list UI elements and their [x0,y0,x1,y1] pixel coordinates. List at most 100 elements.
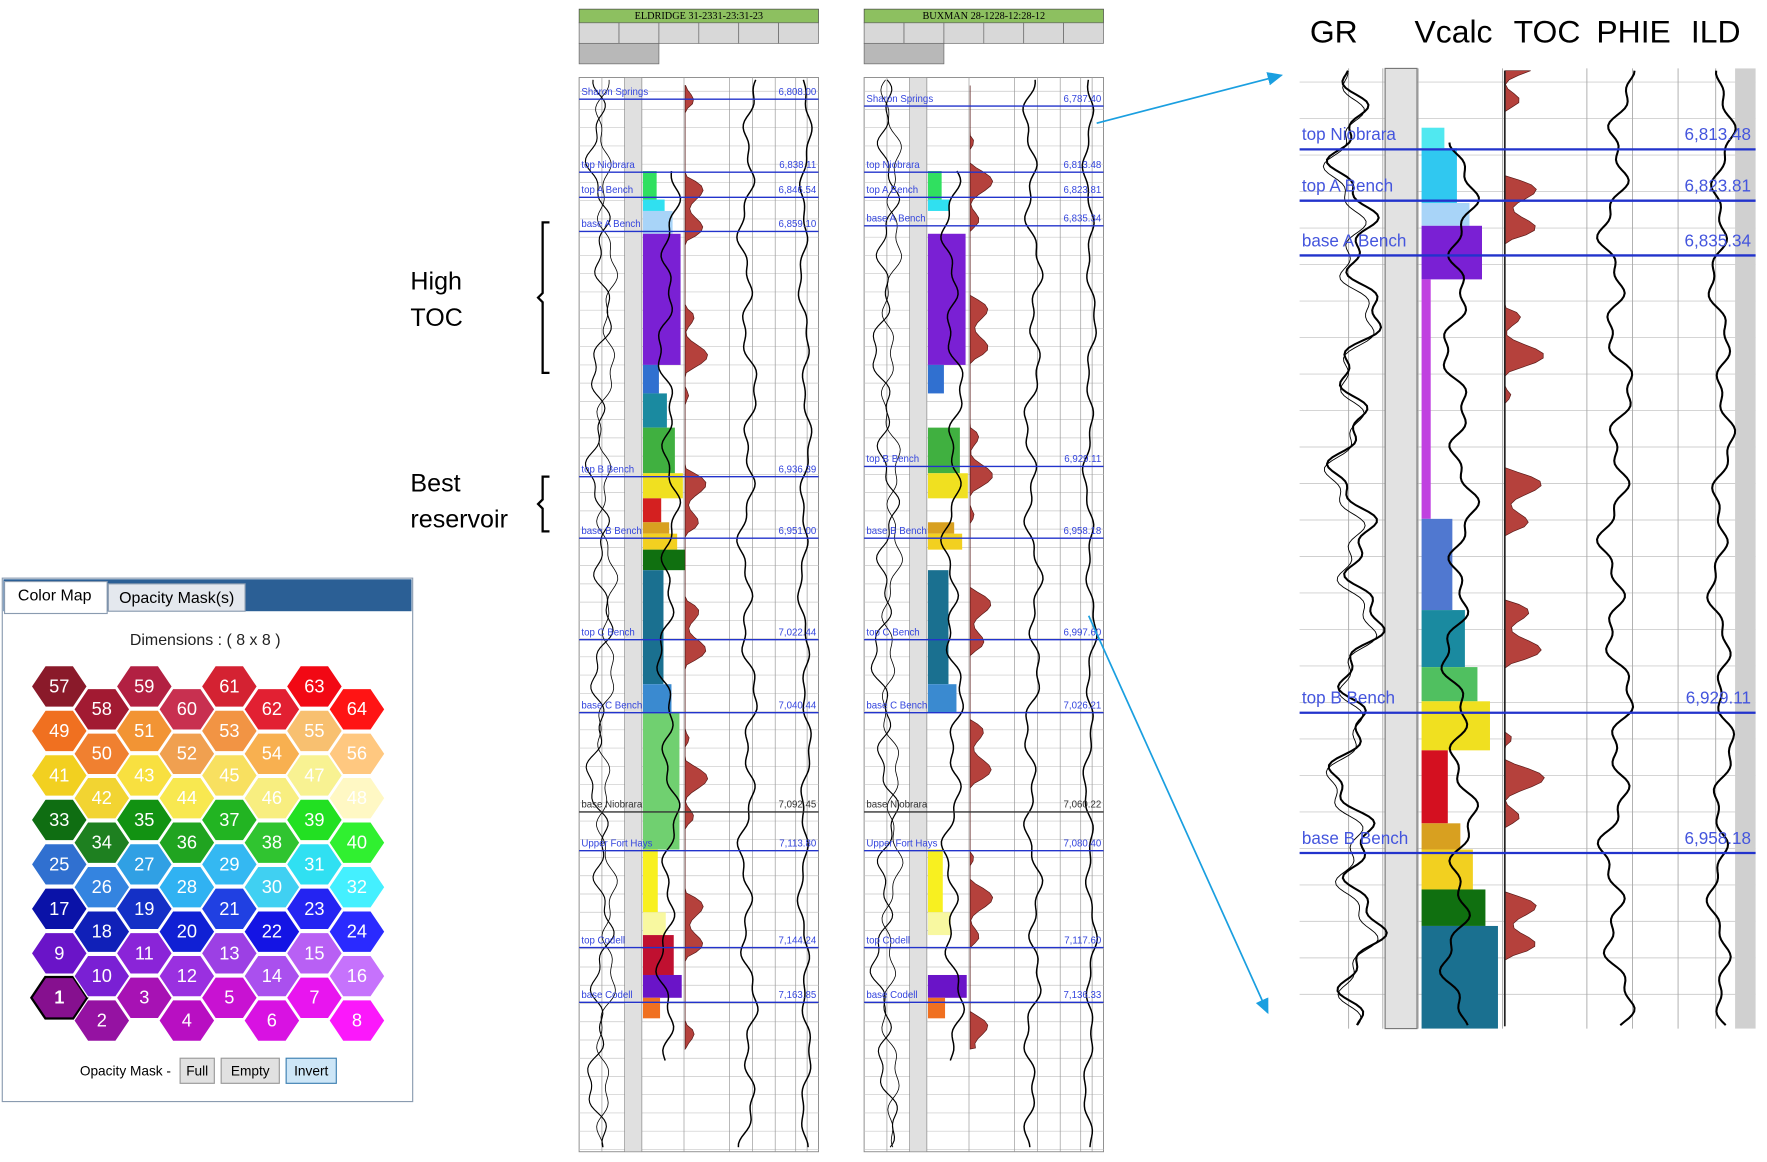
hex-cell[interactable] [115,976,173,1020]
top-name: base A Bench [866,214,925,225]
hex-cell[interactable] [30,843,88,886]
button[interactable] [220,1057,280,1084]
tab-active[interactable] [3,581,108,615]
facies-block [1421,148,1457,203]
hex-cell[interactable] [158,776,216,820]
hex-cell[interactable] [243,954,301,998]
button[interactable] [179,1057,215,1084]
hex-cell[interactable] [30,931,88,975]
hex-cell[interactable] [158,999,216,1042]
hex-label: 51 [134,720,154,741]
annotation: reservoir [410,506,508,534]
hex-cell[interactable] [243,776,301,820]
hex-cell[interactable] [328,821,386,865]
tab-inactive[interactable] [107,583,246,612]
hex-cell[interactable] [200,798,258,842]
hex-cell[interactable] [73,999,131,1042]
top-name: top Codell [581,935,625,946]
hex-cell[interactable] [29,975,89,1020]
track-header: Vcalc [1414,14,1492,50]
facies-block [642,210,673,234]
hex-cell[interactable] [200,887,258,931]
hex-label: 24 [347,921,367,942]
hex-cell[interactable] [30,798,88,842]
hex-cell[interactable] [115,843,173,886]
hex-cell[interactable] [73,687,131,731]
hex-label: 31 [304,853,324,874]
button-label[interactable]: Empty [231,1064,270,1079]
hex-cell[interactable] [200,665,258,708]
hex-cell[interactable] [158,687,216,731]
hex-cell[interactable] [285,754,344,797]
log-curve [1438,142,1481,1026]
hex-cell[interactable] [285,709,344,753]
button[interactable] [285,1057,337,1084]
hex-cell[interactable] [30,665,88,708]
hex-cell[interactable] [243,999,301,1042]
hex-cell[interactable] [30,754,88,797]
log-curve [1022,79,1044,1148]
hex-cell[interactable] [158,910,216,953]
hex-cell[interactable] [73,732,131,776]
log-curve [1081,79,1098,1148]
hex-label: 28 [177,876,197,897]
hex-cell[interactable] [158,865,216,909]
top-depth: 6,835.34 [1064,214,1102,225]
facies-block [642,974,682,998]
top-depth: 6,787.40 [1064,94,1102,105]
hex-cell[interactable] [30,709,88,753]
hex-cell[interactable] [285,798,344,842]
track-header: GR [1310,14,1358,50]
hex-cell[interactable] [200,931,258,975]
log-curve [1595,70,1636,1026]
hex-cell[interactable] [200,976,258,1020]
hex-cell[interactable] [30,887,88,931]
button-label[interactable]: Invert [294,1064,328,1079]
hex-cell[interactable] [243,910,301,953]
hex-label: 53 [219,720,239,741]
hex-cell[interactable] [73,910,131,953]
hex-cell[interactable] [328,687,386,731]
facies-block [642,997,661,1019]
hex-cell[interactable] [115,754,173,797]
hex-cell[interactable] [115,887,173,931]
hex-cell[interactable] [243,865,301,909]
log-curve [655,171,682,1061]
hex-cell[interactable] [200,843,258,886]
hex-cell[interactable] [115,798,173,842]
hex-cell[interactable] [73,865,131,909]
tab-label[interactable]: Color Map [18,588,92,605]
hex-cell[interactable] [285,931,344,975]
top-name: top Niobrara [581,160,635,171]
hex-cell[interactable] [73,954,131,998]
hex-cell[interactable] [73,776,131,820]
hex-cell[interactable] [285,887,344,931]
hex-cell[interactable] [285,843,344,886]
hex-cell[interactable] [328,999,386,1042]
hex-cell[interactable] [115,665,173,708]
hex-label: 56 [347,743,367,764]
button-label[interactable]: Full [186,1064,208,1079]
hex-cell[interactable] [243,732,301,776]
hex-cell[interactable] [243,687,301,731]
hex-cell[interactable] [158,954,216,998]
hex-cell[interactable] [328,910,386,953]
hex-cell[interactable] [200,754,258,797]
bracket [536,475,550,533]
hex-cell[interactable] [158,821,216,865]
facies-block [1421,849,1473,890]
hex-cell[interactable] [158,732,216,776]
hex-cell[interactable] [115,931,173,975]
hex-cell[interactable] [115,709,173,753]
hex-cell[interactable] [328,865,386,909]
hex-cell[interactable] [328,732,386,776]
hex-cell[interactable] [73,821,131,865]
hex-cell[interactable] [285,976,344,1020]
hex-cell[interactable] [328,954,386,998]
hex-cell[interactable] [243,821,301,865]
hex-cell[interactable] [328,776,386,820]
hex-cell[interactable] [285,665,344,708]
hex-cell[interactable] [200,709,258,753]
top-name: top B Bench [1302,689,1395,708]
tab-label[interactable]: Opacity Mask(s) [119,590,234,607]
